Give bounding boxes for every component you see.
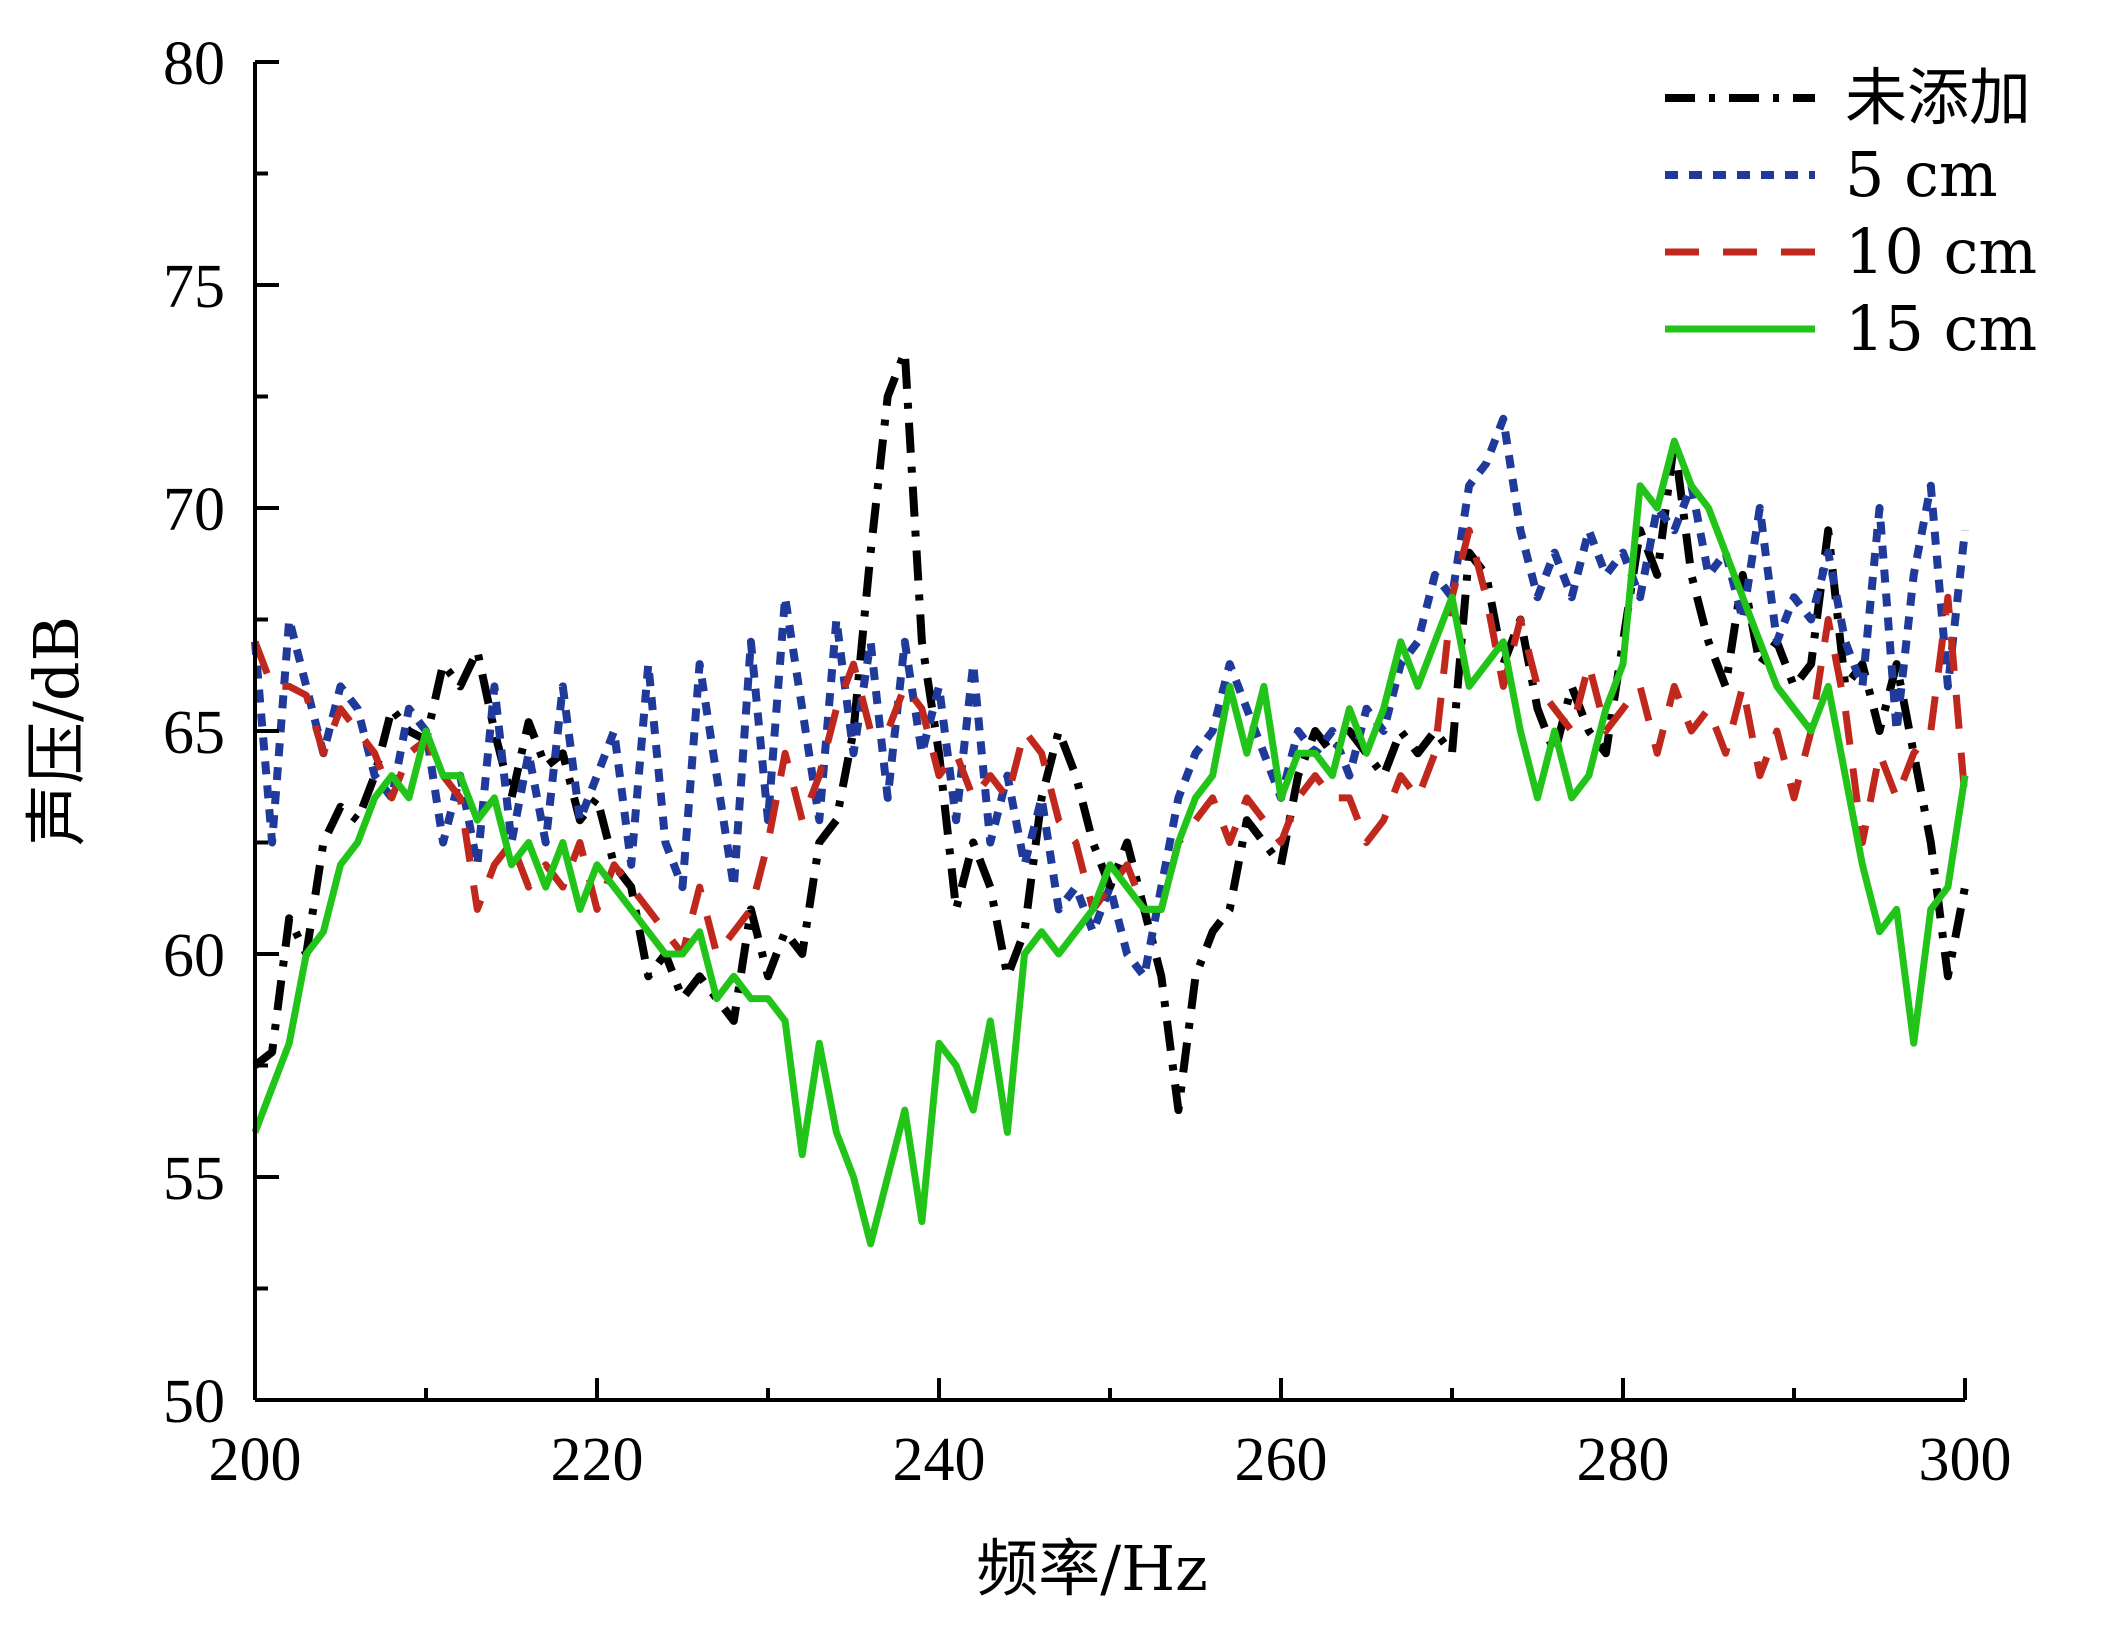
x-tick-label: 300 [1919,1426,2012,1494]
x-tick-label: 220 [551,1426,644,1494]
y-tick-label: 80 [163,30,225,98]
series-layer [251,347,1969,1248]
y-tick-label: 60 [163,922,225,990]
y-tick-label: 50 [163,1368,225,1436]
y-tick-label: 65 [163,699,225,767]
y-axis-title: 声压/dB [20,616,93,846]
legend-label-2: 10 cm [1845,215,2037,288]
legend-label-3: 15 cm [1845,292,2037,365]
legend-label-0: 未添加 [1845,61,2031,134]
x-tick-label: 200 [209,1426,302,1494]
x-axis-title: 频率/Hz [976,1532,1208,1605]
series-line-1 [251,414,1969,981]
y-tick-label: 55 [163,1145,225,1213]
y-tick-label: 70 [163,476,225,544]
x-tick-label: 240 [893,1426,986,1494]
y-tick-label: 75 [163,253,225,321]
x-tick-label: 260 [1235,1426,1328,1494]
series-line-0 [252,347,1969,1115]
x-tick-label: 280 [1577,1426,1670,1494]
legend-label-1: 5 cm [1845,138,1998,211]
ticks: 200 220 240 260 280 300 50 55 60 65 70 75 80 [163,30,2012,1494]
axes [253,62,1965,1402]
series-line-3 [251,437,1969,1248]
